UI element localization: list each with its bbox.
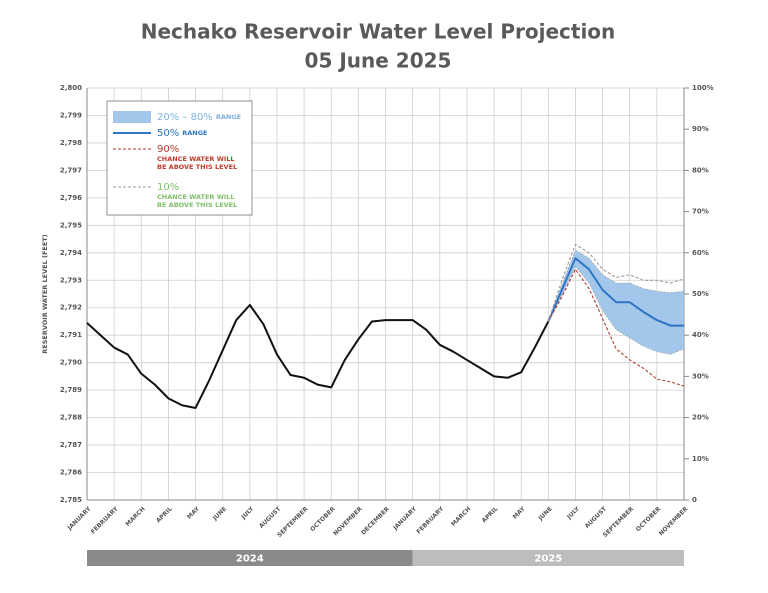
- legend-name: 10%: [157, 182, 179, 193]
- y-tick-label: 2,796: [60, 194, 82, 202]
- x-tick-label: JULY: [239, 505, 255, 521]
- x-tick-label: JUNE: [537, 506, 554, 523]
- legend-label: 50% RANGE: [157, 128, 208, 139]
- x-tick-label: FEBRUARY: [415, 505, 445, 535]
- y2-tick-label: 100%: [692, 84, 714, 92]
- y2-tick-label: 20%: [692, 414, 709, 422]
- y2-tick-label: 70%: [692, 208, 709, 216]
- x-tick-label: APRIL: [155, 505, 174, 524]
- chart-subtitle: 05 June 2025: [305, 49, 452, 73]
- legend-name: 50%: [157, 128, 179, 139]
- y-tick-label: 2,787: [60, 441, 82, 449]
- x-tick-label: FEBRUARY: [90, 505, 120, 535]
- legend-detail: RANGE: [216, 113, 241, 121]
- legend-name: 20% – 80%: [157, 112, 213, 123]
- y-tick-label: 2,786: [60, 469, 82, 477]
- x-tick-label: NOVEMBER: [658, 505, 690, 537]
- year-bar: [412, 550, 684, 566]
- y-tick-label: 2,794: [60, 249, 82, 257]
- y-tick-label: 2,798: [60, 139, 82, 147]
- y-tick-label: 2,800: [60, 84, 82, 92]
- legend-label: 90%: [157, 144, 179, 155]
- year-bar: [87, 550, 413, 566]
- data-line: [86, 303, 550, 409]
- y-tick-label: 2,792: [60, 304, 82, 312]
- y-axis-title: RESERVOIR WATER LEVEL (FEET): [41, 234, 49, 353]
- x-tick-label: AUGUST: [258, 505, 283, 530]
- y2-tick-label: 80%: [692, 166, 709, 174]
- y2-tick-label: 90%: [692, 125, 709, 133]
- legend-label: 20% – 80% RANGE: [157, 112, 241, 123]
- legend-detail: BE ABOVE THIS LEVEL: [157, 163, 237, 171]
- legend-label: 10%: [157, 182, 179, 193]
- x-tick-label: JANUARY: [66, 505, 93, 532]
- y2-tick-label: 10%: [692, 455, 709, 463]
- data-line: [547, 244, 685, 322]
- y-tick-label: 2,799: [60, 111, 82, 119]
- y2-tick-label: 0: [692, 496, 697, 504]
- x-tick-label: MAY: [512, 505, 528, 521]
- legend-swatch: [113, 111, 151, 123]
- legend-detail: CHANCE WATER WILL: [157, 155, 235, 163]
- chart-title: Nechako Reservoir Water Level Projection: [141, 20, 616, 44]
- x-tick-label: NOVEMBER: [332, 505, 364, 537]
- x-tick-label: MAY: [186, 505, 202, 521]
- y-tick-label: 2,791: [60, 331, 82, 339]
- y-tick-label: 2,788: [60, 414, 82, 422]
- y-tick-label: 2,795: [60, 221, 82, 229]
- y2-tick-label: 60%: [692, 249, 709, 257]
- y-tick-label: 2,790: [60, 359, 82, 367]
- x-tick-label: OCTOBER: [635, 505, 663, 533]
- x-tick-label: MARCH: [450, 506, 472, 528]
- x-tick-label: JUNE: [211, 506, 228, 523]
- legend-detail: RANGE: [182, 129, 207, 137]
- x-tick-label: MARCH: [124, 506, 146, 528]
- y-tick-label: 2,789: [60, 386, 82, 394]
- y-tick-label: 2,793: [60, 276, 82, 284]
- legend-detail: BE ABOVE THIS LEVEL: [157, 201, 237, 209]
- x-tick-label: DECEMBER: [360, 505, 391, 536]
- x-tick-label: JULY: [565, 505, 581, 521]
- data-line: [547, 257, 684, 327]
- year-label: 2024: [236, 554, 264, 565]
- x-tick-label: JANUARY: [391, 505, 418, 532]
- x-tick-label: OCTOBER: [309, 505, 337, 533]
- x-tick-label: AUGUST: [584, 505, 609, 530]
- y-tick-label: 2,785: [60, 496, 82, 504]
- x-tick-label: APRIL: [481, 505, 500, 524]
- y2-tick-label: 40%: [692, 331, 709, 339]
- legend-detail: CHANCE WATER WILL: [157, 193, 235, 201]
- y2-tick-label: 30%: [692, 372, 709, 380]
- y2-tick-label: 50%: [692, 290, 709, 298]
- y-tick-label: 2,797: [60, 166, 82, 174]
- year-label: 2025: [534, 554, 562, 565]
- legend-name: 90%: [157, 144, 179, 155]
